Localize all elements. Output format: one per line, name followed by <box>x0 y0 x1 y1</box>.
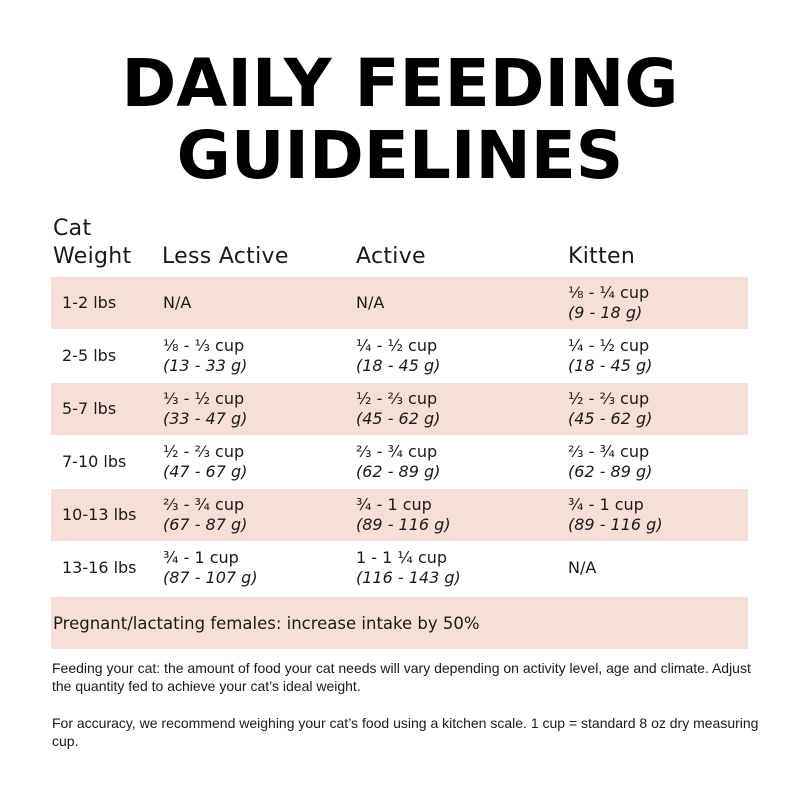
less-active-cell: ⅔ - ¾ cup (67 - 87 g) <box>163 489 247 541</box>
weight-label: 10-13 lbs <box>62 505 137 524</box>
weight-cell: 5-7 lbs <box>62 383 116 435</box>
cup-amount: 1 - 1 ¼ cup <box>356 548 448 567</box>
table-row: 13-16 lbs ¾ - 1 cup (87 - 107 g) 1 - 1 ¼ … <box>51 542 748 594</box>
weight-cell: 2-5 lbs <box>62 330 116 382</box>
accuracy-note-paragraph: For accuracy, we recommend weighing your… <box>52 715 759 749</box>
header-weight-line2: Weight <box>53 244 132 269</box>
cup-amount: ½ - ⅔ cup <box>163 442 245 461</box>
less-active-cell: ⅛ - ⅓ cup (13 - 33 g) <box>163 330 247 382</box>
active-cell: ¼ - ½ cup (18 - 45 g) <box>356 330 440 382</box>
header-kitten: Kitten <box>568 244 636 269</box>
weight-cell: 10-13 lbs <box>62 489 137 541</box>
weight-cell: 7-10 lbs <box>62 436 126 488</box>
weight-label: 1-2 lbs <box>62 293 117 312</box>
cup-amount: ⅔ - ¾ cup <box>568 442 650 461</box>
title-line-1: DAILY FEEDING <box>121 45 679 122</box>
active-cell: ¾ - 1 cup (89 - 116 g) <box>356 489 451 541</box>
active-cell: N/A <box>356 277 384 329</box>
gram-amount: (45 - 62 g) <box>568 409 653 428</box>
weight-label: 13-16 lbs <box>62 558 137 577</box>
table-row: 5-7 lbs ⅓ - ½ cup (33 - 47 g) ½ - ⅔ cup (4… <box>51 383 748 435</box>
cup-amount: N/A <box>356 293 385 312</box>
kitten-cell: N/A <box>568 542 596 594</box>
less-active-cell: ⅓ - ½ cup (33 - 47 g) <box>163 383 247 435</box>
pregnant-note: Pregnant/lactating females: increase int… <box>53 613 480 633</box>
gram-amount: (33 - 47 g) <box>163 409 248 428</box>
kitten-cell: ⅔ - ¾ cup (62 - 89 g) <box>568 436 652 488</box>
kitten-cell: ¾ - 1 cup (89 - 116 g) <box>568 489 663 541</box>
cup-amount: ⅛ - ⅓ cup <box>163 336 245 355</box>
cup-amount: ¼ - ½ cup <box>568 336 650 355</box>
gram-amount: (45 - 62 g) <box>356 409 441 428</box>
gram-amount: (13 - 33 g) <box>163 356 248 375</box>
active-cell: 1 - 1 ¼ cup (116 - 143 g) <box>356 542 461 594</box>
kitten-cell: ⅛ - ¼ cup (9 - 18 g) <box>568 277 649 329</box>
weight-label: 2-5 lbs <box>62 346 117 365</box>
table-row: 7-10 lbs ½ - ⅔ cup (47 - 67 g) ⅔ - ¾ cup(… <box>51 436 748 488</box>
gram-amount: (9 - 18 g) <box>568 303 643 322</box>
table-row: 1-2 lbs N/A N/A ⅛ - ¼ cup (9 - 18 g) <box>51 277 748 329</box>
cup-amount: ⅛ - ¼ cup <box>568 283 650 302</box>
cup-amount: ⅔ - ¾ cup <box>163 495 245 514</box>
title-line-2: GUIDELINES <box>176 117 624 194</box>
kitten-cell: ½ - ⅔ cup (45 - 62 g) <box>568 383 652 435</box>
header-active: Active <box>356 244 426 269</box>
cup-amount: ¾ - 1 cup <box>163 548 239 567</box>
cup-amount: N/A <box>163 293 192 312</box>
cup-amount: ¾ - 1 cup <box>356 495 432 514</box>
cup-amount: ¼ - ½ cup <box>356 336 438 355</box>
gram-amount: (47 - 67 g) <box>163 462 248 481</box>
header-less-active: Less Active <box>162 244 289 269</box>
active-cell: ½ - ⅔ cup (45 - 62 g) <box>356 383 440 435</box>
gram-amount: (89 - 116 g) <box>568 515 663 534</box>
gram-amount: (87 - 107 g) <box>163 568 258 587</box>
kitten-cell: ¼ - ½ cup (18 - 45 g) <box>568 330 652 382</box>
table-row: 2-5 lbs ⅛ - ⅓ cup (13 - 33 g) ¼ - ½ cup (1… <box>51 330 748 382</box>
gram-amount: (18 - 45 g) <box>568 356 653 375</box>
gram-amount: (18 - 45 g) <box>356 356 441 375</box>
gram-amount: (116 - 143 g) <box>356 568 461 587</box>
weight-cell: 13-16 lbs <box>62 542 137 594</box>
active-cell: ⅔ - ¾ cup (62 - 89 g) <box>356 436 440 488</box>
pregnant-note-row: Pregnant/lactating females: increase int… <box>51 597 748 649</box>
table-row: 10-13 lbs ⅔ - ¾ cup (67 - 87 g) ¾ - 1 cup… <box>51 489 748 541</box>
less-active-cell: ½ - ⅔ cup (47 - 67 g) <box>163 436 247 488</box>
weight-cell: 1-2 lbs <box>62 277 116 329</box>
cup-amount: ¾ - 1 cup <box>568 495 644 514</box>
less-active-cell: ¾ - 1 cup (87 - 107 g) <box>163 542 258 594</box>
gram-amount: (62 - 89 g) <box>568 462 653 481</box>
cup-amount: ½ - ⅔ cup <box>568 389 650 408</box>
cup-amount: ⅓ - ½ cup <box>163 389 245 408</box>
gram-amount: (62 - 89 g) <box>356 462 441 481</box>
cup-amount: ½ - ⅔ cup <box>356 389 438 408</box>
header-weight-line1: Cat <box>53 216 92 241</box>
less-active-cell: N/A <box>163 277 191 329</box>
feeding-note-paragraph: Feeding your cat: the amount of food you… <box>52 660 751 694</box>
weight-label: 5-7 lbs <box>62 399 117 418</box>
gram-amount: (89 - 116 g) <box>356 515 451 534</box>
weight-label: 7-10 lbs <box>62 452 127 471</box>
cup-amount: N/A <box>568 558 597 577</box>
gram-amount: (67 - 87 g) <box>163 515 248 534</box>
cup-amount: ⅔ - ¾ cup <box>356 442 438 461</box>
page-title: DAILY FEEDING GUIDELINES <box>0 48 800 192</box>
